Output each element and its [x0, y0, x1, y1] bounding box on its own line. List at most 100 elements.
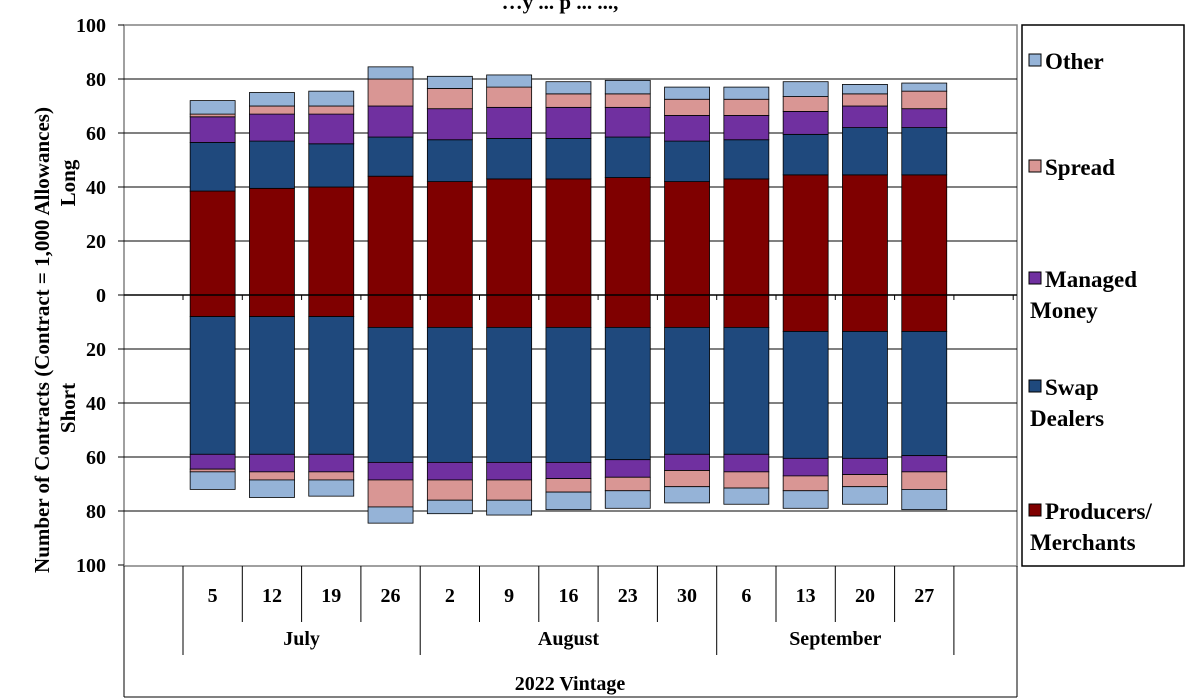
bar-long-producersmerchants [545, 178, 592, 296]
bar-long-spread [723, 98, 770, 116]
y-tick-label: 40 [86, 393, 106, 415]
bar-short-producersmerchants [189, 294, 236, 318]
bar-short-spread [842, 474, 888, 488]
x-tick-label: 13 [796, 585, 816, 607]
chart-title: …y ... p ... ..., [502, 0, 619, 14]
bar-short-spread [426, 479, 473, 501]
bar-short-spread [901, 471, 948, 490]
legend-label: Spread [1045, 155, 1115, 180]
bar-long-managedmoney [367, 105, 414, 138]
bar-long-swapdealers [664, 140, 710, 183]
bar-long-swapdealers [842, 127, 888, 176]
bar-long-managedmoney [723, 115, 770, 141]
bar-short-producersmerchants [308, 294, 355, 318]
bar-short-spread [545, 478, 592, 493]
bar-short-managedmoney [842, 457, 888, 475]
bar-long-spread [426, 88, 473, 110]
bar-long-spread [189, 113, 236, 118]
bar-long-managedmoney [308, 113, 355, 145]
bar-long-spread [901, 90, 948, 110]
bar-stack-13 [782, 81, 829, 509]
x-tick-label: 30 [677, 585, 697, 607]
bar-long-producersmerchants [426, 181, 473, 296]
bar-long-spread [367, 78, 414, 107]
bar-short-spread [486, 479, 533, 501]
bar-long-managedmoney [249, 113, 295, 142]
bar-short-other [604, 490, 651, 509]
x-tick-label: 12 [262, 585, 282, 607]
bar-long-other [782, 81, 829, 97]
bar-long-swapdealers [604, 136, 651, 178]
bar-long-other [308, 90, 355, 107]
bar-short-swapdealers [782, 331, 829, 459]
legend-swatch [1028, 271, 1042, 285]
bar-short-producersmerchants [604, 294, 651, 328]
x-tick-label: 23 [618, 585, 638, 607]
bar-short-managedmoney [486, 461, 533, 481]
bar-long-producersmerchants [189, 190, 236, 296]
bar-long-spread [545, 93, 592, 108]
bar-short-managedmoney [723, 453, 770, 473]
legend-swatch [1028, 379, 1042, 393]
bar-long-other [664, 86, 710, 100]
bar-short-producersmerchants [723, 294, 770, 328]
bar-long-other [901, 82, 948, 92]
y-tick-label: 80 [86, 69, 106, 91]
bar-long-managedmoney [842, 105, 888, 129]
x-group-label: August [538, 628, 599, 650]
bar-short-swapdealers [545, 326, 592, 463]
bar-short-managedmoney [249, 453, 295, 473]
bar-long-other [486, 74, 533, 88]
bar-stack-9 [486, 74, 533, 516]
bar-long-spread [782, 96, 829, 112]
bar-stack-2 [426, 75, 473, 515]
bar-short-spread [664, 470, 710, 488]
bar-short-producersmerchants [367, 294, 414, 328]
bar-short-spread [249, 471, 295, 481]
bar-long-producersmerchants [664, 181, 710, 296]
bar-short-spread [604, 476, 651, 492]
bar-short-producersmerchants [426, 294, 473, 328]
bar-long-producersmerchants [367, 175, 414, 296]
y-tick-label: 40 [86, 177, 106, 199]
bar-long-spread [604, 93, 651, 108]
bar-short-swapdealers [249, 316, 295, 455]
bar-stack-30 [664, 86, 710, 504]
bar-stack-27 [901, 82, 948, 511]
bar-short-swapdealers [486, 326, 533, 463]
bar-short-managedmoney [782, 457, 829, 477]
bar-short-other [308, 479, 355, 497]
bar-short-swapdealers [723, 326, 770, 455]
bar-short-swapdealers [189, 316, 236, 455]
bar-long-other [723, 86, 770, 100]
x-tick-label: 19 [321, 585, 341, 607]
bar-short-producersmerchants [842, 294, 888, 332]
bar-short-other [189, 471, 236, 490]
bar-long-swapdealers [545, 137, 592, 180]
bar-short-producersmerchants [782, 294, 829, 332]
bar-long-swapdealers [189, 142, 236, 192]
bar-long-spread [308, 105, 355, 115]
bar-short-other [249, 479, 295, 498]
bar-short-managedmoney [308, 453, 355, 473]
y-axis-long-label: Long [56, 159, 80, 206]
legend-label: Managed Money [1030, 267, 1137, 323]
bar-stack-23 [604, 79, 651, 509]
x-tick-label: 6 [741, 585, 751, 607]
x-axis: 5 12 19 26 2 9 16 23 30 6 13 20 27 July August Septembe… [123, 566, 1018, 698]
bar-long-managedmoney [604, 106, 651, 138]
bar-short-other [723, 487, 770, 505]
bar-long-spread [249, 105, 295, 115]
bar-long-other [604, 79, 651, 95]
bar-long-other [249, 92, 295, 107]
legend: Other Spread Managed Money Swap Dealers Produc… [1028, 49, 1153, 555]
bar-short-other [545, 491, 592, 511]
y-tick-label: 20 [86, 339, 106, 361]
bar-long-swapdealers [782, 133, 829, 176]
bar-long-producersmerchants [901, 174, 948, 296]
bar-short-managedmoney [367, 461, 414, 481]
bar-short-spread [782, 475, 829, 492]
bar-short-producersmerchants [249, 294, 295, 318]
y-tick-label: 60 [86, 123, 106, 145]
